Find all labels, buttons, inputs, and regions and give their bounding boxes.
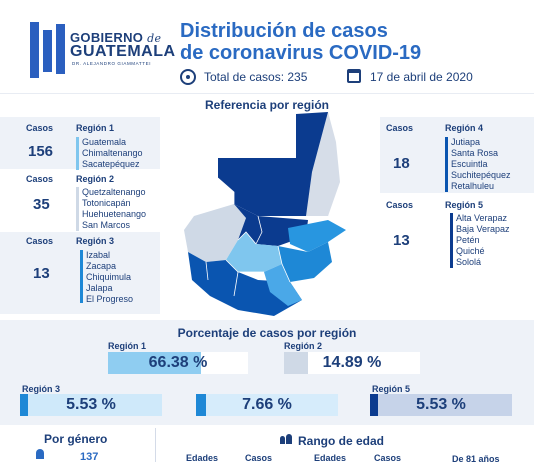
logo-text-guatemala: GUATEMALA: [70, 43, 176, 60]
region-5-name: Región 5: [445, 200, 484, 210]
percentage-title: Porcentaje de casos por región: [177, 326, 357, 340]
map-izabal: [288, 220, 346, 252]
pct-region-3-label: Región 3: [22, 384, 61, 394]
logo-text-president: DR. ALEJANDRO GIAMMATTEI: [72, 61, 152, 66]
region-5-cases-value: 13: [393, 232, 410, 249]
guatemala-region-map: [184, 112, 346, 316]
region-1-departments: Guatemala Chimaltenango Sacatepéquez: [82, 137, 143, 169]
map-northeast: [306, 112, 340, 216]
logo-text-gobierno: GOBIERNO de: [70, 30, 162, 45]
region-2-name: Región 2: [76, 174, 115, 184]
pct-region-5-label: Región 5: [372, 384, 411, 394]
region-5-departments: Alta Verapaz Baja Verapaz Petén Quiché S…: [456, 213, 510, 267]
bottom-section: [0, 425, 534, 462]
region-3-cases-value: 13: [33, 265, 50, 282]
person-icon: [36, 449, 44, 459]
page-title: Distribución de casos de coronavirus COV…: [180, 20, 422, 64]
calendar-icon: [347, 69, 361, 83]
map-southeast: [264, 264, 302, 306]
region-3-cases-label: Casos: [26, 236, 54, 246]
total-cases: Total de casos: 235: [204, 70, 308, 84]
region-4-departments: Jutiapa Santa Rosa Escuintla Suchitepéqu…: [451, 137, 511, 191]
map-region-4-south: [188, 252, 302, 316]
header: GOBIERNO de GUATEMALA DR. ALEJANDRO GIAM…: [0, 0, 534, 95]
region-3-departments: Izabal Zacapa Chiquimula Jalapa El Progr…: [86, 250, 134, 304]
map-region-3: [278, 242, 332, 282]
group-icon: [280, 434, 292, 444]
virus-icon: [180, 69, 196, 85]
report-date: 17 de abril de 2020: [370, 70, 473, 84]
region-4-cases-label: Casos: [386, 123, 414, 133]
age-title: Rango de edad: [298, 434, 385, 448]
reference-title: Referencia por región: [204, 98, 330, 112]
region-5-cases-label: Casos: [386, 200, 414, 210]
region-1-name: Región 1: [76, 123, 115, 133]
region-1-cases-value: 156: [28, 143, 54, 160]
col-edades-1: Edades: [186, 453, 219, 462]
pct-region-1-label: Región 1: [108, 341, 147, 351]
col-edades-2: Edades: [314, 453, 347, 462]
region-2-departments: Quetzaltenango Totonicapán Huehuetenango…: [82, 187, 147, 230]
pct-region-4-bar: 7.66 %: [196, 394, 338, 416]
pct-region-1-bar: 66.38 %: [108, 352, 248, 374]
pct-region-3-bar: 5.53 %: [20, 394, 162, 416]
region-4-cases-value: 18: [393, 155, 410, 172]
region-2-cases-label: Casos: [26, 174, 54, 184]
map-region-2-west: [184, 204, 246, 262]
col-casos-2: Casos: [374, 453, 402, 462]
gender-title: Por género: [44, 432, 108, 446]
map-peten: [218, 112, 330, 216]
age-note: De 81 años: [452, 454, 500, 462]
bottom-divider: [155, 428, 156, 462]
map-region-1: [226, 232, 282, 272]
col-casos-1: Casos: [245, 453, 273, 462]
pct-region-2-bar: 14.89 %: [284, 352, 420, 374]
region-2-cases-value: 35: [33, 196, 50, 213]
pct-region-5-bar: 5.53 %: [370, 394, 512, 416]
region-3-name: Región 3: [76, 236, 115, 246]
gender-value: 137: [80, 451, 99, 462]
pct-region-2-label: Región 2: [284, 341, 323, 351]
region-4-name: Región 4: [445, 123, 484, 133]
region-1-cases-label: Casos: [26, 123, 54, 133]
logo-divider: [64, 28, 65, 68]
